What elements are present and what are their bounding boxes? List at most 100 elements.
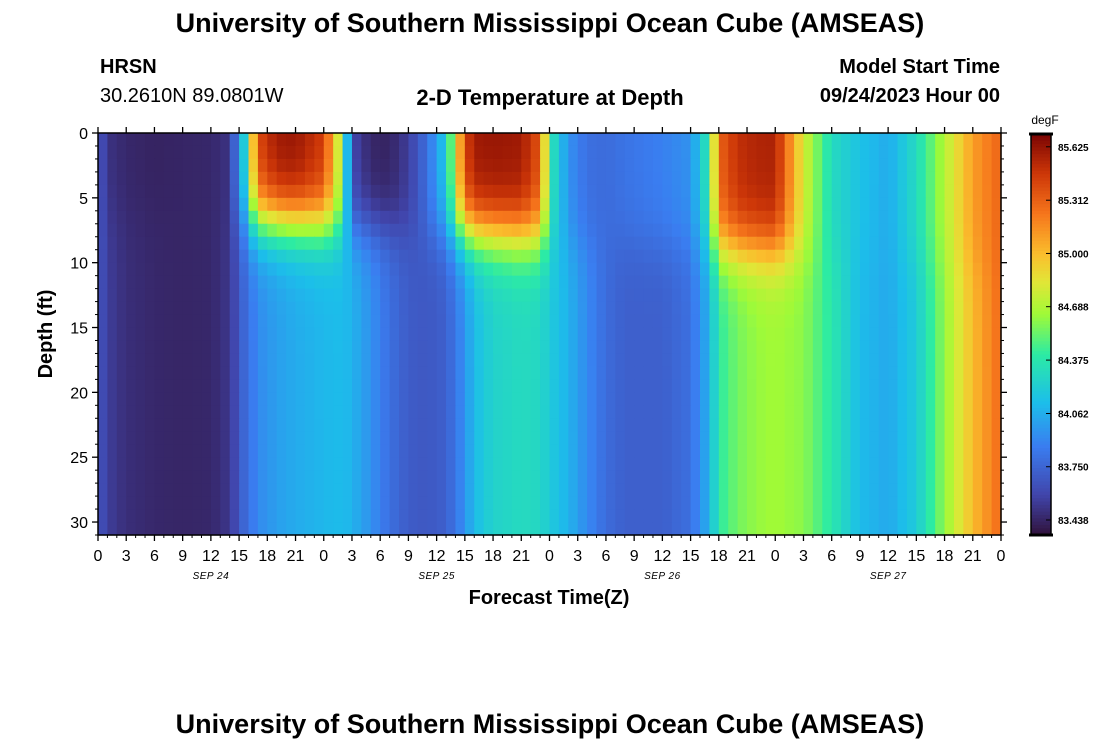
heatmap-cell <box>229 522 240 536</box>
heatmap-cell <box>257 457 268 471</box>
heatmap-cell <box>351 262 362 277</box>
heatmap-cell <box>634 444 645 458</box>
heatmap-cell <box>370 158 381 173</box>
heatmap-cell <box>596 171 607 186</box>
heatmap-cell <box>652 418 663 432</box>
x-tick-label: 12 <box>879 548 897 565</box>
heatmap-cell <box>436 431 447 445</box>
heatmap-cell <box>220 288 231 303</box>
heatmap-cell <box>399 340 410 355</box>
heatmap-cell <box>201 483 212 497</box>
heatmap-cell <box>831 496 842 510</box>
heatmap-cell <box>427 418 438 432</box>
heatmap-cell <box>446 379 457 393</box>
colorbar-segment <box>1031 287 1051 292</box>
heatmap-cell <box>728 145 739 160</box>
heatmap-cell <box>370 392 381 406</box>
heatmap-cell <box>549 184 560 199</box>
heatmap-cell <box>662 223 673 238</box>
heatmap-cell <box>869 340 880 355</box>
heatmap-cell <box>530 236 541 251</box>
heatmap-cell <box>549 158 560 173</box>
heatmap-cell <box>201 301 212 316</box>
colorbar-segment <box>1031 254 1051 259</box>
heatmap-cell <box>304 262 315 277</box>
heatmap-cell <box>107 314 118 329</box>
heatmap-cell <box>935 145 946 160</box>
heatmap-cell <box>982 133 993 147</box>
heatmap-cell <box>869 353 880 368</box>
heatmap-cell <box>493 171 504 186</box>
heatmap-cell <box>577 171 588 186</box>
heatmap-cell <box>756 496 767 510</box>
heatmap-cell <box>220 133 231 147</box>
heatmap-cell <box>747 288 758 303</box>
heatmap-cell <box>333 171 344 186</box>
heatmap-cell <box>201 158 212 173</box>
colorbar-segment <box>1031 147 1051 152</box>
heatmap-cell <box>878 353 889 368</box>
heatmap-cell <box>530 145 541 160</box>
heatmap-cell <box>624 340 635 355</box>
heatmap-cell <box>850 483 861 497</box>
heatmap-cell <box>831 210 842 225</box>
heatmap-cell <box>380 275 391 290</box>
heatmap-cell <box>916 418 927 432</box>
heatmap-cell <box>295 223 306 238</box>
heatmap-cell <box>427 210 438 225</box>
heatmap-cell <box>267 301 278 316</box>
heatmap-cell <box>511 366 522 380</box>
heatmap-cell <box>747 327 758 342</box>
heatmap-cell <box>370 509 381 523</box>
heatmap-cell <box>963 236 974 251</box>
heatmap-cell <box>342 509 353 523</box>
heatmap-cell <box>747 496 758 510</box>
heatmap-cell <box>304 444 315 458</box>
heatmap-cell <box>709 418 720 432</box>
heatmap-cell <box>577 275 588 290</box>
heatmap-cell <box>652 210 663 225</box>
heatmap-cell <box>493 470 504 484</box>
heatmap-cell <box>615 431 626 445</box>
heatmap-cell <box>107 483 118 497</box>
heatmap-cell <box>229 457 240 471</box>
heatmap-cell <box>417 210 428 225</box>
heatmap-cell <box>474 496 485 510</box>
heatmap-cell <box>728 392 739 406</box>
heatmap-cell <box>182 327 193 342</box>
heatmap-cell <box>210 275 221 290</box>
heatmap-cell <box>417 158 428 173</box>
heatmap-cell <box>634 275 645 290</box>
x-tick-label: 0 <box>94 548 103 565</box>
heatmap-cell <box>182 262 193 277</box>
heatmap-cell <box>154 366 165 380</box>
heatmap-cell <box>154 457 165 471</box>
heatmap-cell <box>972 236 983 251</box>
heatmap-cell <box>935 522 946 536</box>
heatmap-cell <box>944 418 955 432</box>
heatmap-cell <box>652 379 663 393</box>
heatmap-cell <box>370 327 381 342</box>
heatmap-cell <box>587 496 598 510</box>
heatmap-cell <box>286 353 297 368</box>
heatmap-cell <box>182 431 193 445</box>
heatmap-cell <box>982 457 993 471</box>
heatmap-cell <box>257 288 268 303</box>
heatmap-cell <box>558 405 569 419</box>
heatmap-cell <box>351 171 362 186</box>
heatmap-cell <box>700 405 711 419</box>
heatmap-cell <box>135 444 146 458</box>
heatmap-cell <box>935 405 946 419</box>
heatmap-cell <box>756 314 767 329</box>
heatmap-cell <box>615 496 626 510</box>
heatmap-cell <box>333 353 344 368</box>
heatmap-cell <box>427 314 438 329</box>
page-title: University of Southern Mississippi Ocean… <box>175 8 925 38</box>
heatmap-cell <box>718 262 729 277</box>
heatmap-cell <box>248 483 259 497</box>
heatmap-cell <box>897 236 908 251</box>
heatmap-cell <box>794 288 805 303</box>
heatmap-cell <box>210 210 221 225</box>
heatmap-cell <box>587 457 598 471</box>
heatmap-cell <box>841 158 852 173</box>
